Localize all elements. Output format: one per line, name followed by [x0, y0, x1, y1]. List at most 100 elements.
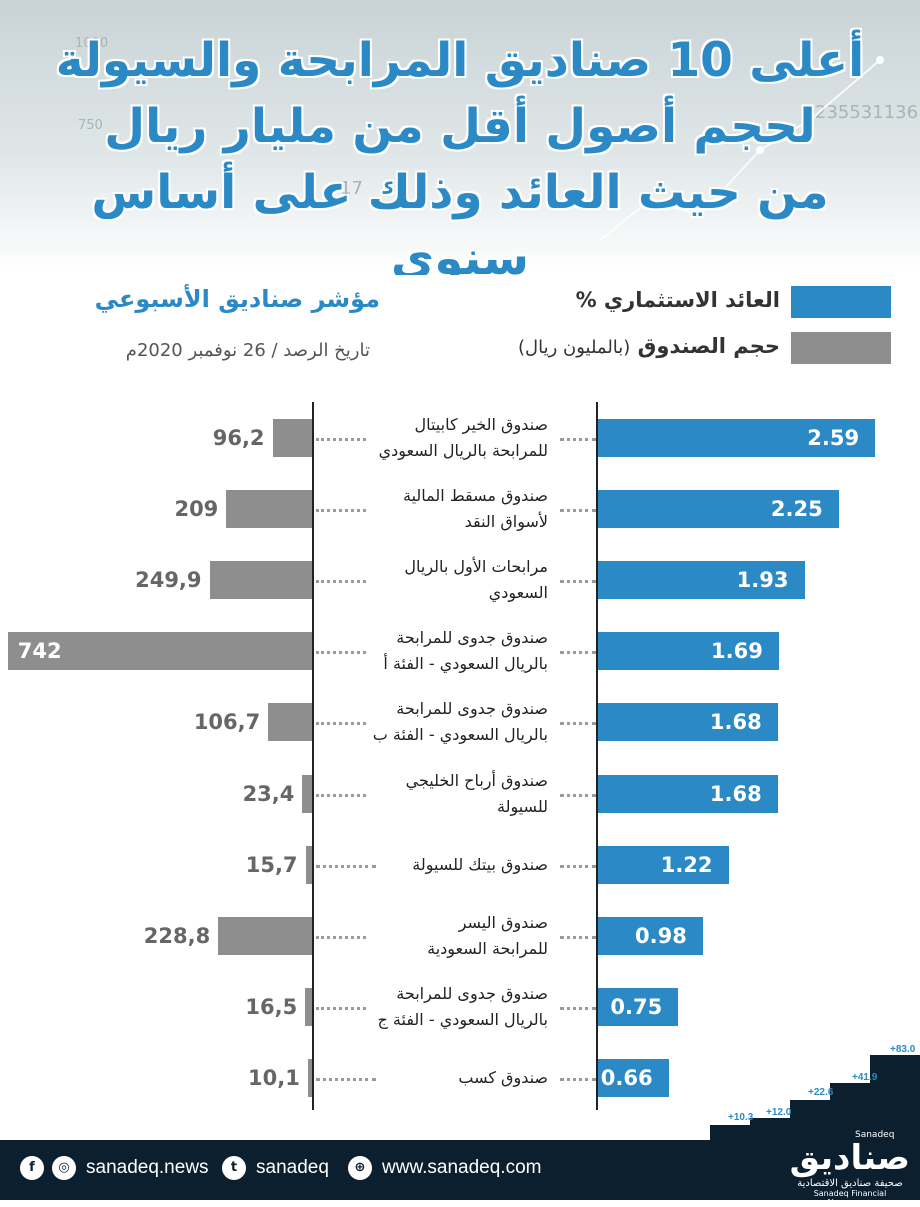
fund-name-line-2: للسيولة — [497, 797, 548, 816]
growth-step-label-4: +41.9 — [852, 1072, 878, 1083]
leader-dots-left — [316, 1078, 376, 1081]
size-bar — [226, 490, 312, 528]
leader-dots-left — [316, 722, 366, 725]
website-link[interactable]: www.sanadeq.com — [382, 1157, 542, 1178]
leader-dots-right — [560, 936, 596, 939]
left-axis-line — [312, 402, 314, 1110]
fund-name-label: صندوق اليسر للمرابحة السعودية — [318, 910, 548, 962]
fund-name-line-1: صندوق أرباح الخليجي — [405, 771, 548, 790]
size-value-label: 228,8 — [143, 924, 211, 948]
fund-name-line-1: صندوق الخير كابيتال — [414, 415, 548, 434]
return-value-label: 1.68 — [709, 710, 762, 734]
size-bar — [7, 632, 312, 670]
logo-subtitle-arabic: صحيفة صناديق الاقتصادية — [797, 1178, 903, 1189]
return-bar — [598, 490, 839, 528]
bg-number-ticker: 235531136 — [815, 102, 919, 123]
size-bar — [307, 1059, 312, 1097]
size-bar — [268, 703, 312, 741]
fund-name-label: صندوق بيتك للسيولة — [318, 852, 548, 878]
logo-subtitle-english: Sanadeq Financial Newspaper — [813, 1189, 887, 1207]
bg-number-17: 17 — [340, 178, 363, 199]
instagram-icon[interactable]: ◎ — [52, 1156, 76, 1180]
fund-name-line-1: صندوق جدوى للمرابحة — [396, 699, 548, 718]
size-bar — [305, 846, 312, 884]
growth-step-label-1: +10.3 — [728, 1112, 754, 1123]
header-banner: 1000 750 235531136 17 أعلى 10 صناديق الم… — [0, 0, 920, 275]
return-bar — [598, 917, 703, 955]
leader-dots-right — [560, 580, 596, 583]
leader-dots-left — [316, 509, 366, 512]
growth-step-label-2: +12.0 — [766, 1107, 792, 1118]
size-value-label: 209 — [174, 497, 219, 521]
social-handle[interactable]: sanadeq — [256, 1157, 329, 1178]
leader-dots-right — [560, 794, 596, 797]
return-value-label: 2.25 — [770, 497, 823, 521]
social-handle-news[interactable]: sanadeq.news — [86, 1157, 209, 1178]
return-value-label: 0.66 — [600, 1066, 653, 1090]
size-value-label: 249,9 — [135, 568, 202, 592]
index-title: مؤشر صناديق الأسبوعي — [94, 285, 380, 313]
return-value-label: 1.22 — [660, 853, 713, 877]
size-value-label: 96,2 — [212, 426, 265, 450]
page-title: أعلى 10 صناديق المرابحة والسيولة لحجم أص… — [30, 28, 890, 275]
facebook-icon[interactable]: f — [20, 1156, 44, 1180]
size-bar — [305, 988, 312, 1026]
return-bar — [598, 988, 679, 1026]
fund-name-label: صندوق جدوى للمرابحة بالريال السعودي - الف… — [318, 981, 548, 1033]
legend-return-swatch — [791, 286, 891, 318]
fund-name-label: صندوق أرباح الخليجي للسيولة — [318, 768, 548, 820]
size-bar — [302, 775, 312, 813]
size-value-label: 23,4 — [242, 782, 295, 806]
leader-dots-right — [560, 722, 596, 725]
legend-size-main: حجم الصندوق — [637, 334, 780, 358]
return-bar — [598, 632, 779, 670]
legend-size-swatch — [791, 332, 891, 364]
leader-dots-right — [560, 1007, 596, 1010]
leader-dots-right — [560, 509, 596, 512]
fund-name-line-2: بالريال السعودي - الفئة ج — [377, 1010, 548, 1029]
twitter-icon[interactable]: t — [222, 1156, 246, 1180]
leader-dots-right — [560, 1078, 596, 1081]
fund-name-line-1: صندوق اليسر — [458, 913, 548, 932]
legend-size-unit: (بالمليون ريال) — [518, 337, 631, 358]
fund-name-line-1: صندوق جدوى للمرابحة — [396, 628, 548, 647]
fund-name-label: صندوق جدوى للمرابحة بالريال السعودي - الف… — [318, 696, 548, 748]
growth-step-1 — [710, 1125, 750, 1140]
fund-name-label: صندوق مسقط المالية لأسواق النقد — [318, 483, 548, 535]
fund-name-line-2: السعودي — [488, 583, 548, 602]
size-bar — [209, 561, 312, 599]
fund-name-line-2: لأسواق النقد — [464, 512, 548, 531]
leader-dots-left — [316, 651, 366, 654]
title-line-3: من حيث العائد وذلك على أساس سنوي — [91, 165, 829, 275]
return-bar — [598, 703, 778, 741]
bg-number-1000: 1000 — [75, 36, 109, 51]
size-bar — [218, 917, 312, 955]
size-value-label: 15,7 — [245, 853, 298, 877]
leader-dots-left — [316, 865, 376, 868]
leader-dots-right — [560, 651, 596, 654]
size-value-label: 10,1 — [248, 1066, 300, 1090]
fund-name-line-1: صندوق بيتك للسيولة — [412, 855, 548, 874]
fund-name-label: صندوق جدوى للمرابحة بالريال السعودي - الف… — [318, 625, 548, 677]
growth-step-label-5: +83.0 — [890, 1044, 916, 1055]
fund-name-line-1: صندوق كسب — [458, 1068, 548, 1087]
fund-name-line-1: مرابحات الأول بالريال — [404, 557, 548, 576]
bg-trend-graphic — [599, 56, 884, 241]
growth-step-4 — [830, 1083, 870, 1140]
size-value-label: 16,5 — [245, 995, 298, 1019]
size-bar — [272, 419, 312, 457]
return-value-label: 2.59 — [807, 426, 860, 450]
title-line-1: أعلى 10 صناديق المرابحة والسيولة — [55, 33, 865, 88]
growth-step-2 — [750, 1118, 790, 1140]
right-axis-line — [596, 402, 598, 1110]
return-value-label: 1.93 — [736, 568, 789, 592]
return-bar — [598, 846, 729, 884]
leader-dots-left — [316, 936, 366, 939]
fund-name-line-1: صندوق جدوى للمرابحة — [396, 984, 548, 1003]
footer-bar: f ◎ sanadeq.news t sanadeq ⊕ www.sanadeq… — [0, 1140, 920, 1200]
index-date: تاريخ الرصد / 26 نوفمبر 2020م — [125, 340, 370, 361]
return-bar — [598, 775, 778, 813]
fund-name-line-1: صندوق مسقط المالية — [403, 486, 548, 505]
fund-name-label: صندوق كسب — [318, 1065, 548, 1091]
logo-arabic: صناديق — [789, 1138, 910, 1178]
